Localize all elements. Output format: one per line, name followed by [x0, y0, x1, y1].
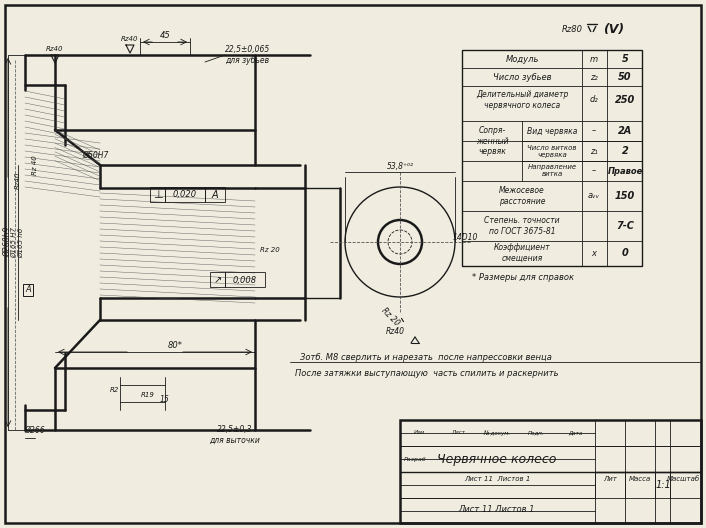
Text: 45: 45 — [160, 31, 170, 40]
Text: Rz40: Rz40 — [47, 46, 64, 52]
Bar — [400, 420, 701, 523]
Text: 22,5±0,065
для зубьев: 22,5±0,065 для зубьев — [225, 45, 270, 65]
Text: 80*: 80* — [167, 341, 182, 350]
Text: Лит: Лит — [603, 476, 617, 482]
Text: Сопря-
женный
червяк: Сопря- женный червяк — [476, 126, 508, 156]
Text: Ø266: Ø266 — [25, 426, 45, 435]
Bar — [210, 272, 225, 287]
Text: R19: R19 — [141, 392, 155, 398]
Text: Изм: Изм — [414, 430, 424, 436]
Bar — [225, 272, 265, 287]
Text: Rz40: Rz40 — [385, 327, 405, 336]
Text: Делительный диаметр
червячного колеса: Делительный диаметр червячного колеса — [476, 90, 568, 110]
Bar — [205, 187, 225, 202]
Text: Масса: Масса — [629, 476, 651, 482]
Text: Направление
витка: Направление витка — [527, 165, 577, 177]
Text: Подп.: Подп. — [527, 430, 544, 436]
Text: * Размеры для справок: * Размеры для справок — [472, 274, 574, 282]
Text: ↗: ↗ — [214, 275, 222, 285]
Text: Зотб. М8 сверлить и нарезать  после напрессовки венца: Зотб. М8 сверлить и нарезать после напре… — [300, 354, 552, 363]
Text: Rz 20: Rz 20 — [260, 247, 280, 253]
Text: Rz40: Rz40 — [121, 36, 139, 42]
Text: Rz80: Rz80 — [561, 25, 582, 34]
Text: Число зубьев: Число зубьев — [493, 72, 551, 81]
Text: Коэффициент
смещения: Коэффициент смещения — [493, 243, 550, 263]
Text: ⊥: ⊥ — [153, 190, 163, 200]
Text: A: A — [212, 190, 218, 200]
Text: aᵥᵥ: aᵥᵥ — [588, 192, 600, 201]
Text: 0,008: 0,008 — [233, 276, 257, 285]
Text: 0,020: 0,020 — [173, 191, 197, 200]
Text: 2А: 2А — [618, 126, 632, 136]
Text: –: – — [592, 166, 596, 175]
Text: m: m — [590, 54, 598, 63]
Text: 150: 150 — [615, 191, 635, 201]
Text: Ø260h9: Ø260h9 — [4, 227, 13, 257]
Text: –: – — [592, 127, 596, 136]
Text: Rz 40: Rz 40 — [32, 155, 38, 175]
Text: 5: 5 — [621, 54, 628, 64]
Text: d₂: d₂ — [590, 96, 599, 105]
Bar — [462, 50, 642, 266]
Text: Ø165 H7
Ø165 h6: Ø165 H7 Ø165 h6 — [11, 227, 25, 258]
Text: 2: 2 — [621, 146, 628, 156]
Text: После затяжки выступающую  часть спилить и раскернить: После затяжки выступающую часть спилить … — [295, 369, 558, 378]
Text: z₂: z₂ — [590, 72, 598, 81]
Text: 15: 15 — [160, 395, 170, 404]
Text: 1:1: 1:1 — [655, 480, 671, 490]
Text: 0: 0 — [621, 248, 628, 258]
Text: R2: R2 — [110, 387, 120, 393]
Text: Модуль: Модуль — [505, 54, 539, 63]
Text: 7-С: 7-С — [616, 221, 634, 231]
Text: 22,5±0,3
для выточки: 22,5±0,3 для выточки — [210, 425, 261, 445]
Text: 53,8⁺⁰²: 53,8⁺⁰² — [386, 163, 414, 172]
Text: Rz40: Rz40 — [15, 171, 21, 188]
Text: Rz 20: Rz 20 — [379, 306, 401, 328]
Text: Дата: Дата — [568, 430, 582, 436]
Text: 50: 50 — [618, 72, 632, 82]
Text: Разраб: Разраб — [404, 457, 426, 461]
Text: Правое: Правое — [607, 166, 642, 175]
Text: Межосевое
расстояние: Межосевое расстояние — [498, 186, 545, 206]
Text: Ø50H7: Ø50H7 — [82, 150, 108, 159]
Text: Число витков
червяка: Число витков червяка — [527, 145, 577, 157]
Text: Вид червяка: Вид червяка — [527, 127, 578, 136]
Bar — [150, 187, 165, 202]
Text: x: x — [592, 249, 597, 258]
Text: A: A — [25, 286, 31, 295]
Text: № докум.: № докум. — [484, 430, 510, 436]
Text: Степень. точности
по ГОСТ 3675-81: Степень. точности по ГОСТ 3675-81 — [484, 216, 560, 235]
Text: (V): (V) — [604, 24, 625, 36]
Text: Червячное колесо: Червячное колесо — [437, 452, 557, 466]
Text: Масштаб: Масштаб — [666, 476, 700, 482]
Text: 14D10: 14D10 — [453, 232, 478, 241]
Text: Лист: Лист — [451, 430, 465, 436]
Text: z₁: z₁ — [590, 146, 598, 156]
Text: 250: 250 — [615, 95, 635, 105]
Text: Лист 11 Листов 1: Лист 11 Листов 1 — [459, 505, 535, 514]
Text: Лист 11  Листов 1: Лист 11 Листов 1 — [464, 476, 530, 482]
Bar — [165, 187, 205, 202]
